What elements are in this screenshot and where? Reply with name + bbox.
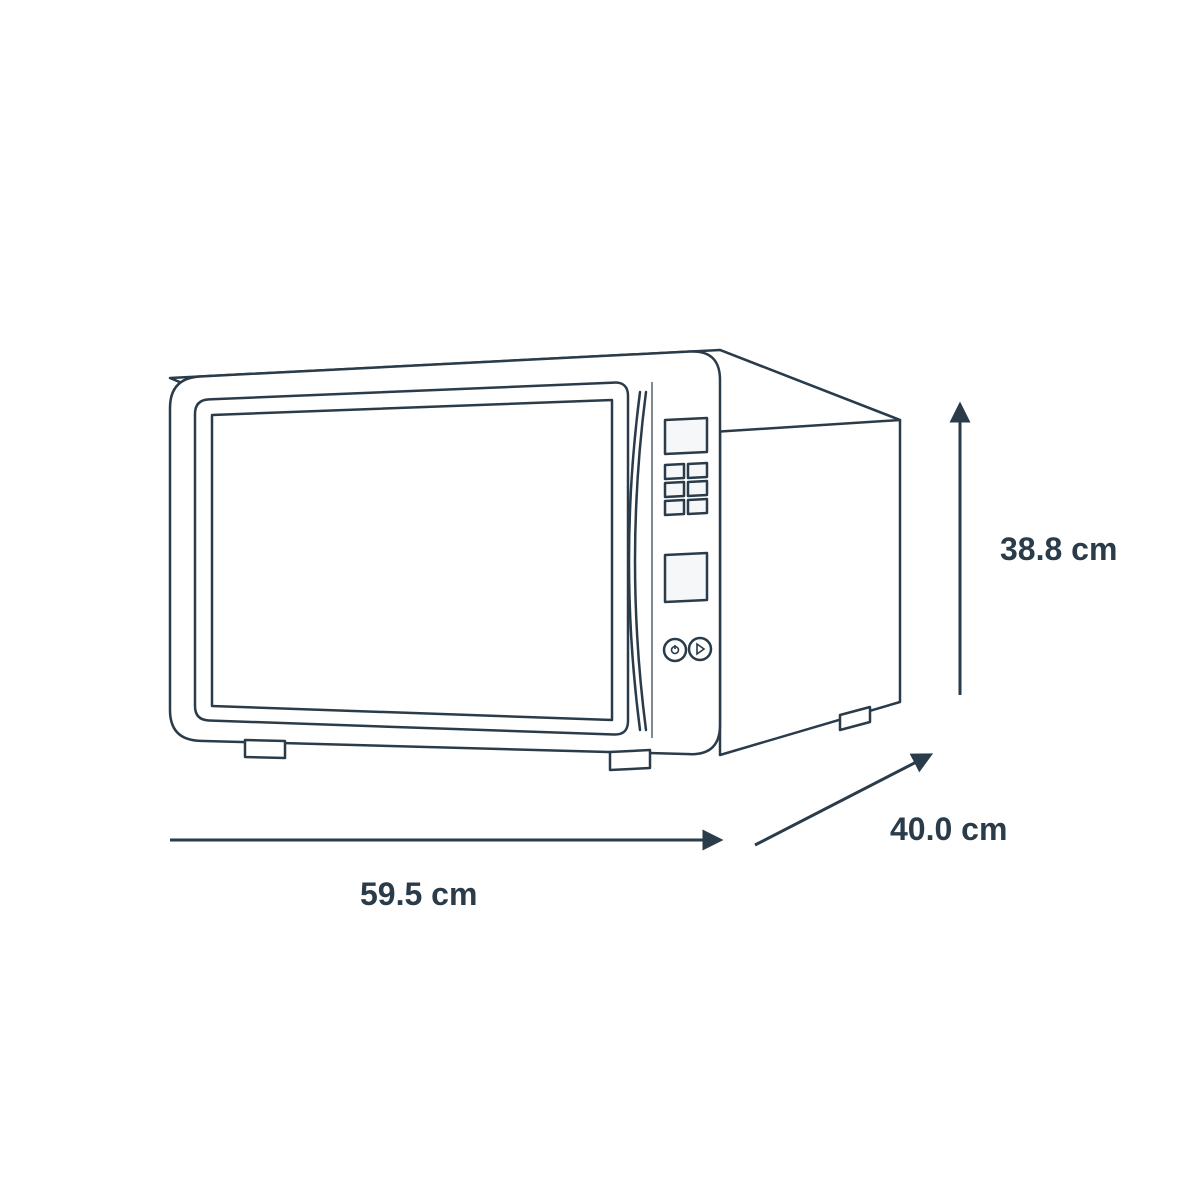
label-height: 38.8 cm xyxy=(1000,531,1117,567)
panel-display-2 xyxy=(665,553,707,602)
dimension-diagram: 59.5 cm 40.0 cm 38.8 cm xyxy=(0,0,1200,1200)
panel-button-2 xyxy=(665,482,684,497)
panel-button-0 xyxy=(665,464,684,479)
panel-button-5 xyxy=(688,499,707,514)
panel-round-0 xyxy=(664,639,686,661)
panel-round-1 xyxy=(689,638,711,660)
foot-0 xyxy=(245,740,285,758)
door-window xyxy=(212,400,612,720)
panel-button-1 xyxy=(688,463,707,478)
label-width: 59.5 cm xyxy=(360,876,477,912)
panel-button-4 xyxy=(665,500,684,515)
foot-1 xyxy=(610,750,650,770)
panel-button-3 xyxy=(688,481,707,496)
panel-display xyxy=(665,418,707,454)
label-depth: 40.0 cm xyxy=(890,811,1007,847)
